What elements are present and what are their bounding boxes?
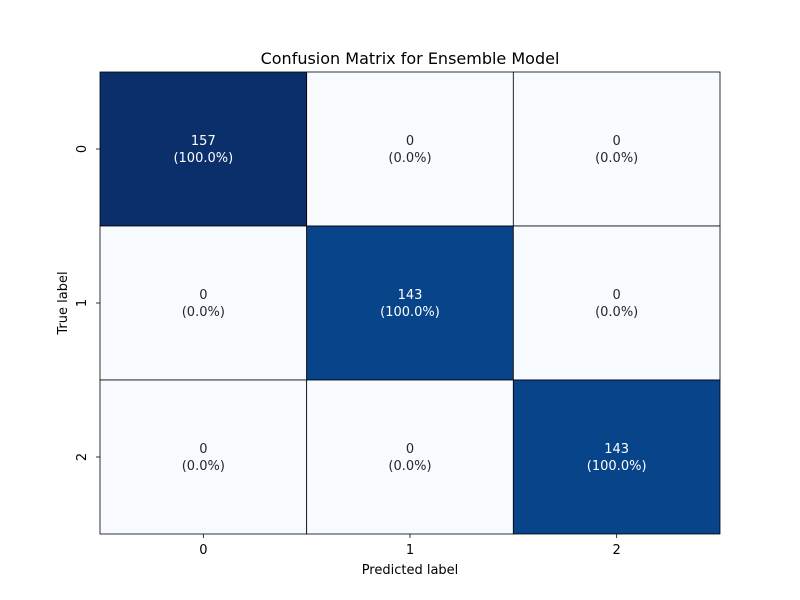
cell-annotation-2-2: 143 (100.0%): [587, 442, 647, 474]
heatmap-cell-0-2: [512, 71, 721, 227]
heatmap-cell-0-1: [306, 71, 514, 227]
cell-count: 0: [406, 442, 414, 457]
cell-annotation-0-0: 157 (100.0%): [173, 134, 233, 166]
heatmap-cell-2-2: [512, 379, 721, 535]
y-axis-label: True label: [56, 271, 71, 335]
cell-annotation-2-0: 0 (0.0%): [182, 442, 225, 474]
cell-percent: (0.0%): [595, 305, 638, 320]
cell-count: 0: [406, 134, 414, 149]
heatmap-cell-2-0: [99, 379, 308, 535]
cell-percent: (0.0%): [388, 151, 431, 166]
cell-percent: (0.0%): [388, 459, 431, 474]
heatmap-cell-1-1: [306, 225, 514, 381]
y-tick-label-2: 2: [75, 453, 90, 461]
cell-annotation-2-1: 0 (0.0%): [388, 442, 431, 474]
heatmap-annotations: 157 (100.0%) 0 (0.0%) 0 (0.0%) 0 (0.0%) 143 (100.…: [173, 134, 646, 474]
cell-percent: (0.0%): [182, 305, 225, 320]
x-tick-label-2: 2: [613, 543, 621, 558]
heatmap-cell-2-1: [306, 379, 514, 535]
x-tick-label-0: 0: [199, 543, 207, 558]
cell-count: 157: [191, 134, 216, 149]
chart-title: Confusion Matrix for Ensemble Model: [261, 49, 560, 68]
cell-annotation-1-2: 0 (0.0%): [595, 288, 638, 320]
x-axis-label: Predicted label: [362, 563, 459, 578]
x-tick-label-1: 1: [406, 543, 414, 558]
cell-count: 0: [613, 288, 621, 303]
cell-count: 0: [613, 134, 621, 149]
cell-count: 143: [398, 288, 423, 303]
y-axis-ticks: 0 1 2: [75, 145, 100, 461]
cell-count: 143: [604, 442, 629, 457]
cell-count: 0: [199, 442, 207, 457]
cell-annotation-1-1: 143 (100.0%): [380, 288, 440, 320]
cell-percent: (0.0%): [595, 151, 638, 166]
cell-percent: (100.0%): [587, 459, 647, 474]
cell-count: 0: [199, 288, 207, 303]
cell-annotation-0-1: 0 (0.0%): [388, 134, 431, 166]
heatmap-cell-1-0: [99, 225, 308, 381]
cell-percent: (100.0%): [380, 305, 440, 320]
cell-percent: (100.0%): [173, 151, 233, 166]
cell-percent: (0.0%): [182, 459, 225, 474]
y-tick-label-1: 1: [75, 299, 90, 307]
y-tick-label-0: 0: [75, 145, 90, 153]
heatmap-cells: [99, 71, 721, 535]
heatmap-cell-1-2: [512, 225, 721, 381]
x-axis-ticks: 0 1 2: [199, 534, 621, 558]
heatmap-cell-0-0: [99, 71, 308, 227]
cell-annotation-1-0: 0 (0.0%): [182, 288, 225, 320]
cell-annotation-0-2: 0 (0.0%): [595, 134, 638, 166]
